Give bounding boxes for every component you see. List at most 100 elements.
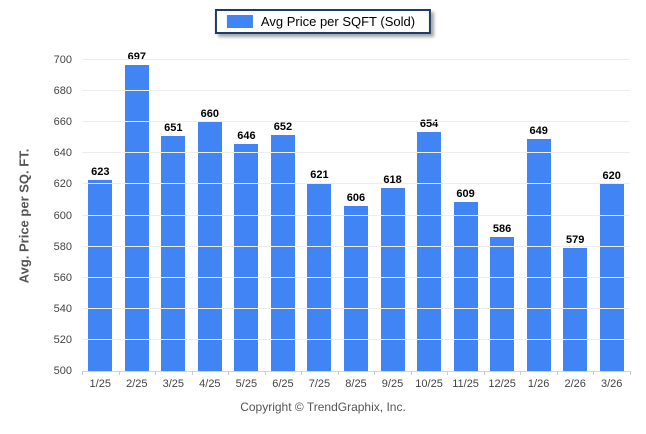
y-tick-label: 680 (53, 85, 72, 98)
x-tick (156, 371, 193, 375)
bar-slot: 618 (374, 60, 411, 371)
bar-value-label: 609 (456, 187, 475, 200)
x-axis-label: 9/25 (381, 378, 404, 390)
bar-slot: 623 (82, 60, 119, 371)
bar-value-label: 621 (310, 168, 329, 181)
gridline (82, 307, 630, 309)
gridline (82, 245, 630, 247)
y-tick-label: 600 (53, 209, 72, 222)
y-tick-label: 640 (53, 147, 72, 160)
x-axis-label: 3/25 (162, 378, 185, 390)
x-tick (594, 371, 631, 375)
x-tick (266, 371, 303, 375)
y-axis-title: Avg. Price per SQ. FT. (16, 148, 32, 284)
plot-area: 623 697 651 660 646 652 621 606 618 654 609 586 649 5… (82, 51, 630, 372)
bar-value-label: 660 (200, 108, 220, 121)
legend-label: Avg Price per SQFT (Sold) (260, 14, 416, 29)
x-axis-label: 4/25 (199, 378, 221, 390)
bar-3/26: 620 (599, 170, 624, 371)
y-tick-label: 520 (53, 333, 72, 346)
gridline (82, 276, 630, 278)
chart-legend: Avg Price per SQFT (Sold) (214, 9, 432, 34)
y-tick-label: 560 (53, 271, 72, 284)
gridline (82, 121, 630, 123)
bar-1/25: 623 (88, 166, 113, 371)
bar-11/25: 609 (453, 188, 478, 371)
x-tick (229, 371, 266, 375)
bar-value-label: 606 (346, 192, 366, 205)
y-tick-label: 700 (53, 54, 72, 66)
bar-value-label: 697 (127, 50, 146, 63)
x-tick (193, 371, 230, 375)
bar-slot: 609 (447, 60, 484, 371)
bar-value-label: 618 (383, 173, 402, 186)
bar-slot: 621 (301, 60, 338, 371)
x-axis-tick-marks (82, 371, 631, 375)
bar-5/25: 646 (234, 130, 259, 371)
bar-value-label: 586 (492, 223, 512, 236)
bar-slot: 697 (119, 51, 156, 371)
y-tick-label: 580 (53, 240, 72, 253)
gridline (82, 214, 630, 216)
bar-value-label: 654 (419, 117, 439, 130)
y-tick-label: 620 (53, 178, 72, 191)
x-tick (521, 371, 558, 375)
bar-slot: 620 (593, 60, 630, 371)
x-axis-label: 8/25 (345, 378, 367, 390)
x-axis-label: 6/25 (272, 378, 294, 390)
x-axis-label: 5/25 (235, 378, 258, 390)
x-tick (339, 371, 376, 375)
bar-value-label: 652 (273, 120, 293, 133)
copyright-text: Copyright © TrendGraphix, Inc. (240, 400, 406, 414)
bar-value-label: 649 (529, 125, 548, 138)
x-tick (120, 371, 157, 375)
x-axis-label: 2/26 (564, 378, 586, 390)
x-tick (485, 371, 522, 375)
bar-value-label: 651 (164, 122, 183, 135)
gridline (82, 59, 630, 60)
x-axis-label: 1/26 (527, 378, 550, 390)
bar-slot: 606 (338, 60, 375, 371)
y-tick-label: 540 (53, 302, 72, 315)
bar-value-label: 623 (91, 165, 110, 178)
bar-6/25: 652 (270, 121, 295, 371)
bar-3/25: 651 (161, 122, 186, 371)
bar-value-label: 646 (237, 129, 256, 142)
gridline (82, 90, 630, 92)
x-tick (412, 371, 449, 375)
bar-slot: 651 (155, 60, 192, 371)
bar-10/25: 654 (417, 118, 442, 371)
gridline (82, 152, 630, 154)
bar-slot: 660 (192, 60, 229, 371)
y-tick-label: 500 (53, 365, 72, 377)
bar-row: 623 697 651 660 646 652 621 606 618 654 609 586 649 5… (82, 51, 630, 371)
x-axis-label: 12/25 (488, 378, 516, 390)
x-axis-label: 3/26 (600, 378, 623, 390)
bar-2/25: 697 (124, 51, 149, 371)
bar-1/26: 649 (526, 125, 551, 371)
x-axis-label: 10/25 (415, 378, 443, 390)
gridline (82, 338, 630, 340)
bar-8/25: 606 (343, 192, 368, 371)
bar-value-label: 620 (602, 170, 621, 183)
y-tick-label: 660 (53, 116, 72, 129)
x-tick (558, 371, 595, 375)
bar-12/25: 586 (490, 223, 515, 371)
bar-slot: 586 (484, 60, 521, 371)
x-tick (302, 371, 339, 375)
x-axis-label: 1/25 (89, 378, 111, 390)
bar-2/26: 579 (563, 234, 588, 371)
bar-slot: 652 (265, 60, 302, 371)
gridline (82, 183, 630, 185)
bar-slot: 579 (557, 60, 594, 371)
x-axis-label: 11/25 (452, 378, 479, 390)
y-axis-ticks: 500 520 540 560 580 600 620 640 660 680 700 (38, 54, 76, 377)
bar-9/25: 618 (380, 174, 405, 371)
bar-value-label: 579 (565, 234, 585, 247)
x-axis-label: 2/25 (126, 378, 148, 390)
x-tick (375, 371, 412, 375)
x-axis-label: 7/25 (308, 378, 331, 390)
x-tick (83, 371, 120, 375)
bar-slot: 654 (411, 60, 448, 371)
